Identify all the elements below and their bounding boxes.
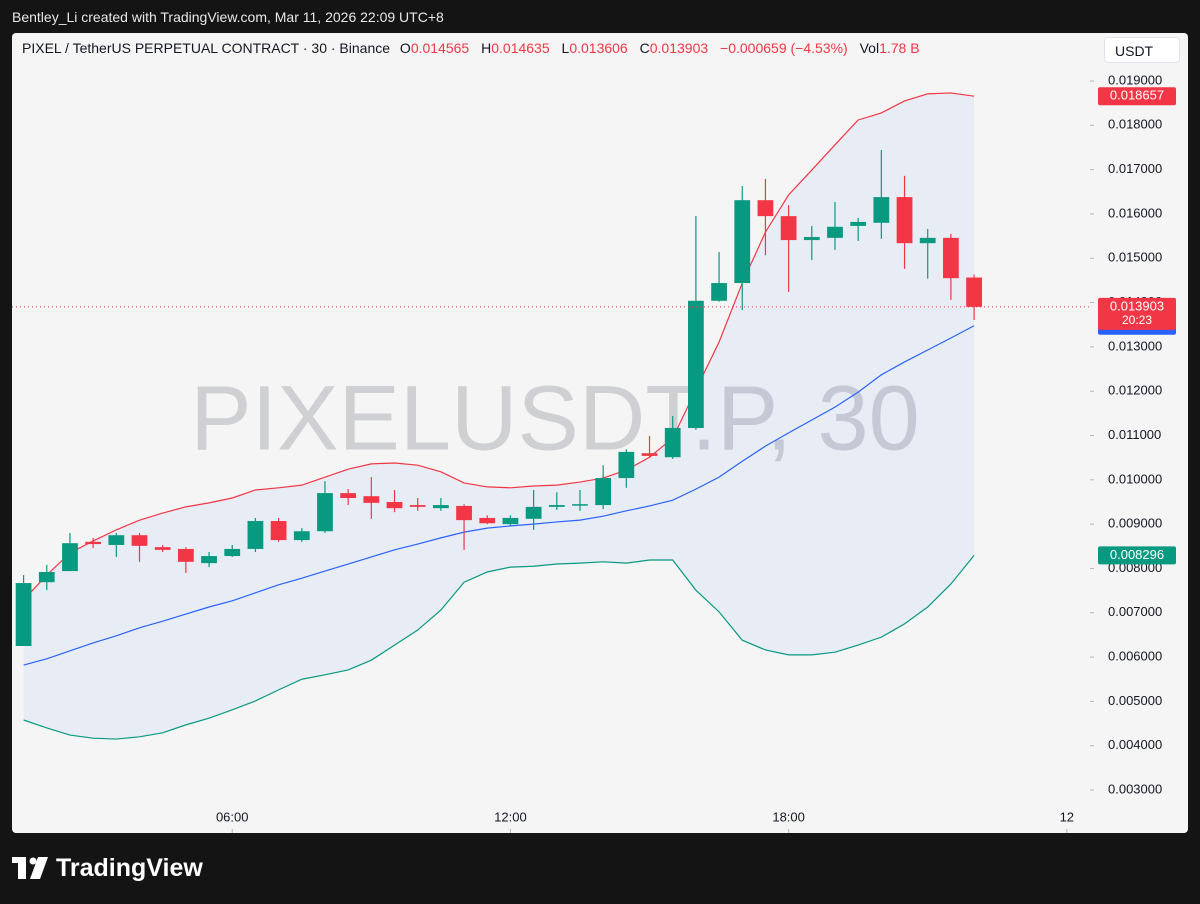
logo-part (18, 857, 26, 879)
watermark: PIXELUSDT.P, 30 (190, 367, 920, 469)
legend-label: C (639, 40, 650, 56)
price-tag (1098, 87, 1176, 106)
band-line (23, 92, 975, 601)
y-tick-label: 0.004000 (1108, 737, 1162, 752)
y-tick-label: 0.016000 (1108, 205, 1162, 220)
y-tick-label: 0.011000 (1108, 427, 1161, 442)
y-tick-label: 0.009000 (1108, 516, 1162, 531)
band-line (23, 325, 975, 666)
x-tick-label: 06:00 (216, 809, 249, 824)
candle-body (154, 547, 171, 550)
candle-body (664, 427, 681, 458)
candle-body (548, 505, 565, 507)
candle-body (270, 521, 287, 541)
legend-value: 0.013606 (569, 40, 628, 56)
y-tick-label: 0.007000 (1108, 604, 1162, 619)
candle-body (803, 236, 820, 241)
candle-body (896, 197, 913, 244)
candle-body (873, 197, 890, 223)
y-tick-label: 0.005000 (1108, 693, 1162, 708)
legend-label: H (481, 40, 492, 56)
candle-body (966, 277, 982, 307)
x-tick-label: 18:00 (772, 809, 805, 824)
legend-value: 0.014565 (410, 40, 470, 56)
candle-body (734, 200, 751, 284)
y-tick-label: 0.013000 (1108, 338, 1162, 353)
candle-body (432, 505, 449, 509)
attribution: Bentley_Li created with TradingView.com,… (12, 9, 444, 25)
candle-body (618, 451, 635, 479)
candle-body (409, 505, 426, 507)
price-tag-label: 0.018657 (1110, 88, 1164, 103)
x-tick-label: 12:00 (494, 809, 527, 824)
legend-value: 0.014635 (491, 40, 550, 56)
legend: PIXEL / TetherUS PERPETUAL CONTRACT · 30… (22, 40, 928, 56)
currency-button[interactable]: USDT (1104, 37, 1180, 63)
plot-area (12, 92, 1090, 740)
candle-body (131, 535, 148, 546)
candle-body (711, 283, 727, 301)
y-tick-label: 0.006000 (1108, 649, 1162, 664)
candle-body (757, 200, 774, 217)
x-tick-label: 12 (1060, 809, 1074, 824)
y-tick-label: 0.019000 (1108, 72, 1162, 87)
candle-body (525, 506, 542, 519)
logo (12, 857, 48, 879)
change: −0.000659 (−4.53%) (720, 40, 848, 56)
y-tick-label: 0.003000 (1108, 781, 1162, 796)
price-tag (1098, 546, 1176, 565)
axes: 0.003000 0.004000 0.005000 0.006000 0.007000… (216, 72, 1176, 833)
candle-body (595, 478, 612, 506)
legend-label: O (399, 40, 411, 56)
candle-body (201, 556, 217, 564)
countdown: 20:23 (1122, 313, 1152, 327)
candle-body (108, 535, 125, 545)
price-tag-label: 0.008296 (1110, 547, 1164, 562)
candle-body (177, 548, 194, 562)
legend-value: 1.78 B (879, 40, 920, 56)
candle-body (386, 501, 403, 509)
candle-body (15, 583, 32, 646)
legend-label: Vol (859, 40, 880, 56)
y-tick-label: 0.015000 (1108, 250, 1162, 265)
candle-body (479, 517, 496, 524)
candle-body (502, 517, 519, 525)
y-tick-label: 0.010000 (1108, 471, 1162, 486)
legend-label: L (561, 40, 570, 56)
chart-panel (12, 33, 1188, 833)
y-tick-label: 0.017000 (1108, 161, 1162, 176)
candle-body (224, 548, 241, 557)
candle-body (317, 493, 333, 532)
candle-body (780, 216, 797, 241)
candle-body (572, 504, 588, 506)
candle-body (340, 493, 357, 498)
candle-body (38, 571, 55, 583)
y-tick-label: 0.012000 (1108, 383, 1162, 398)
brand: TradingView (56, 854, 203, 882)
y-tick-label: 0.018000 (1108, 117, 1162, 132)
candle-body (943, 237, 959, 279)
candle-body (827, 226, 843, 238)
candle-body (456, 505, 472, 521)
price-tag (1098, 297, 1176, 330)
candle-body (688, 300, 704, 428)
candle-body (363, 496, 380, 503)
band-line (23, 554, 975, 740)
candle-body (85, 541, 102, 545)
candle-body (293, 531, 310, 541)
candle-body (247, 521, 264, 549)
logo-part (29, 857, 37, 865)
symbol: PIXEL / TetherUS PERPETUAL CONTRACT · 30… (22, 40, 391, 56)
price-tag-label: 0.013903 (1110, 298, 1164, 313)
candle-body (919, 237, 936, 244)
candle-body (641, 453, 658, 456)
candle-body (850, 221, 867, 226)
legend-value: 0.013903 (649, 40, 709, 56)
candle-body (62, 543, 78, 572)
band-fill (23, 92, 975, 740)
logo-part (30, 857, 48, 879)
